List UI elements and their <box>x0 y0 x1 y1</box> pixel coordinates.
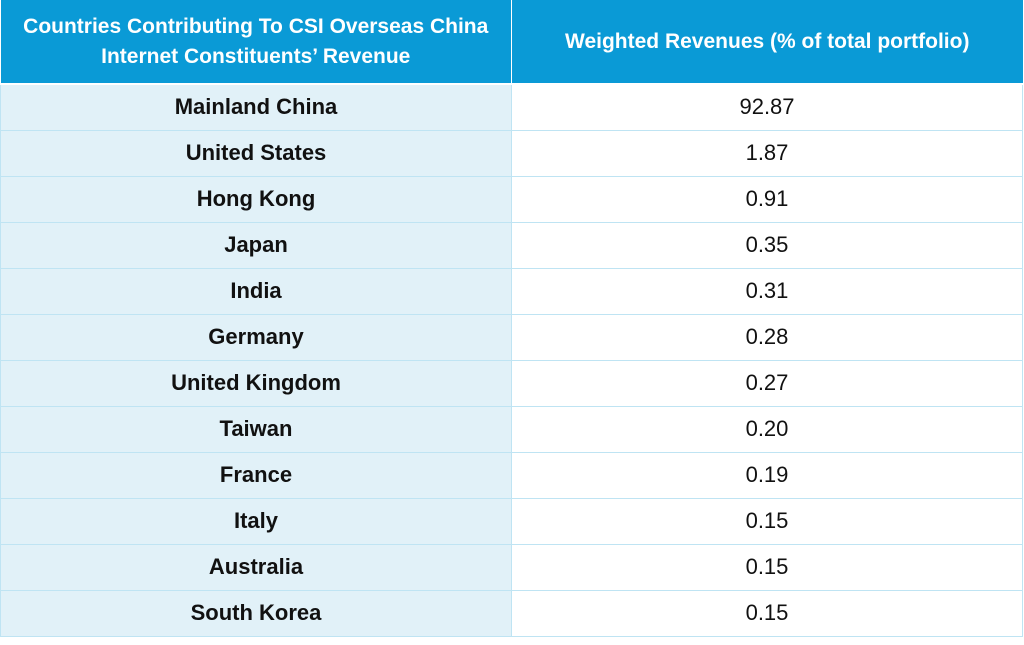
country-cell: Australia <box>0 544 512 591</box>
country-cell: Hong Kong <box>0 176 512 223</box>
revenue-value-cell: 0.91 <box>511 176 1023 223</box>
table-row: Mainland China 92.87 <box>0 84 1023 131</box>
country-cell: Germany <box>0 314 512 361</box>
table-row: France 0.19 <box>0 452 1023 499</box>
table-row: Hong Kong 0.91 <box>0 176 1023 223</box>
revenue-value-cell: 0.28 <box>511 314 1023 361</box>
table-row: United States 1.87 <box>0 130 1023 177</box>
country-cell: Taiwan <box>0 406 512 453</box>
country-cell: South Korea <box>0 590 512 637</box>
table-row: United Kingdom 0.27 <box>0 360 1023 407</box>
country-cell: United Kingdom <box>0 360 512 407</box>
table-row: Italy 0.15 <box>0 498 1023 545</box>
table-row: Germany 0.28 <box>0 314 1023 361</box>
country-cell: India <box>0 268 512 315</box>
revenue-value-cell: 0.35 <box>511 222 1023 269</box>
revenue-value-cell: 0.15 <box>511 590 1023 637</box>
country-column-header: Countries Contributing To CSI Overseas C… <box>0 0 512 85</box>
table-row: Taiwan 0.20 <box>0 406 1023 453</box>
table-row: India 0.31 <box>0 268 1023 315</box>
revenue-column-header: Weighted Revenues (% of total portfolio) <box>511 0 1023 85</box>
table-body: Mainland China 92.87 United States 1.87 Hong… <box>0 84 1023 637</box>
revenue-value-cell: 0.27 <box>511 360 1023 407</box>
revenue-value-cell: 0.15 <box>511 498 1023 545</box>
country-cell: Mainland China <box>0 84 512 131</box>
table-row: Australia 0.15 <box>0 544 1023 591</box>
country-cell: Japan <box>0 222 512 269</box>
revenue-value-cell: 0.20 <box>511 406 1023 453</box>
revenue-value-cell: 0.19 <box>511 452 1023 499</box>
country-cell: Italy <box>0 498 512 545</box>
revenue-value-cell: 0.31 <box>511 268 1023 315</box>
header-row: Countries Contributing To CSI Overseas C… <box>0 0 1023 85</box>
table-row: South Korea 0.15 <box>0 590 1023 637</box>
country-cell: United States <box>0 130 512 177</box>
revenue-value-cell: 0.15 <box>511 544 1023 591</box>
table-row: Japan 0.35 <box>0 222 1023 269</box>
country-cell: France <box>0 452 512 499</box>
revenue-value-cell: 92.87 <box>511 84 1023 131</box>
revenue-value-cell: 1.87 <box>511 130 1023 177</box>
